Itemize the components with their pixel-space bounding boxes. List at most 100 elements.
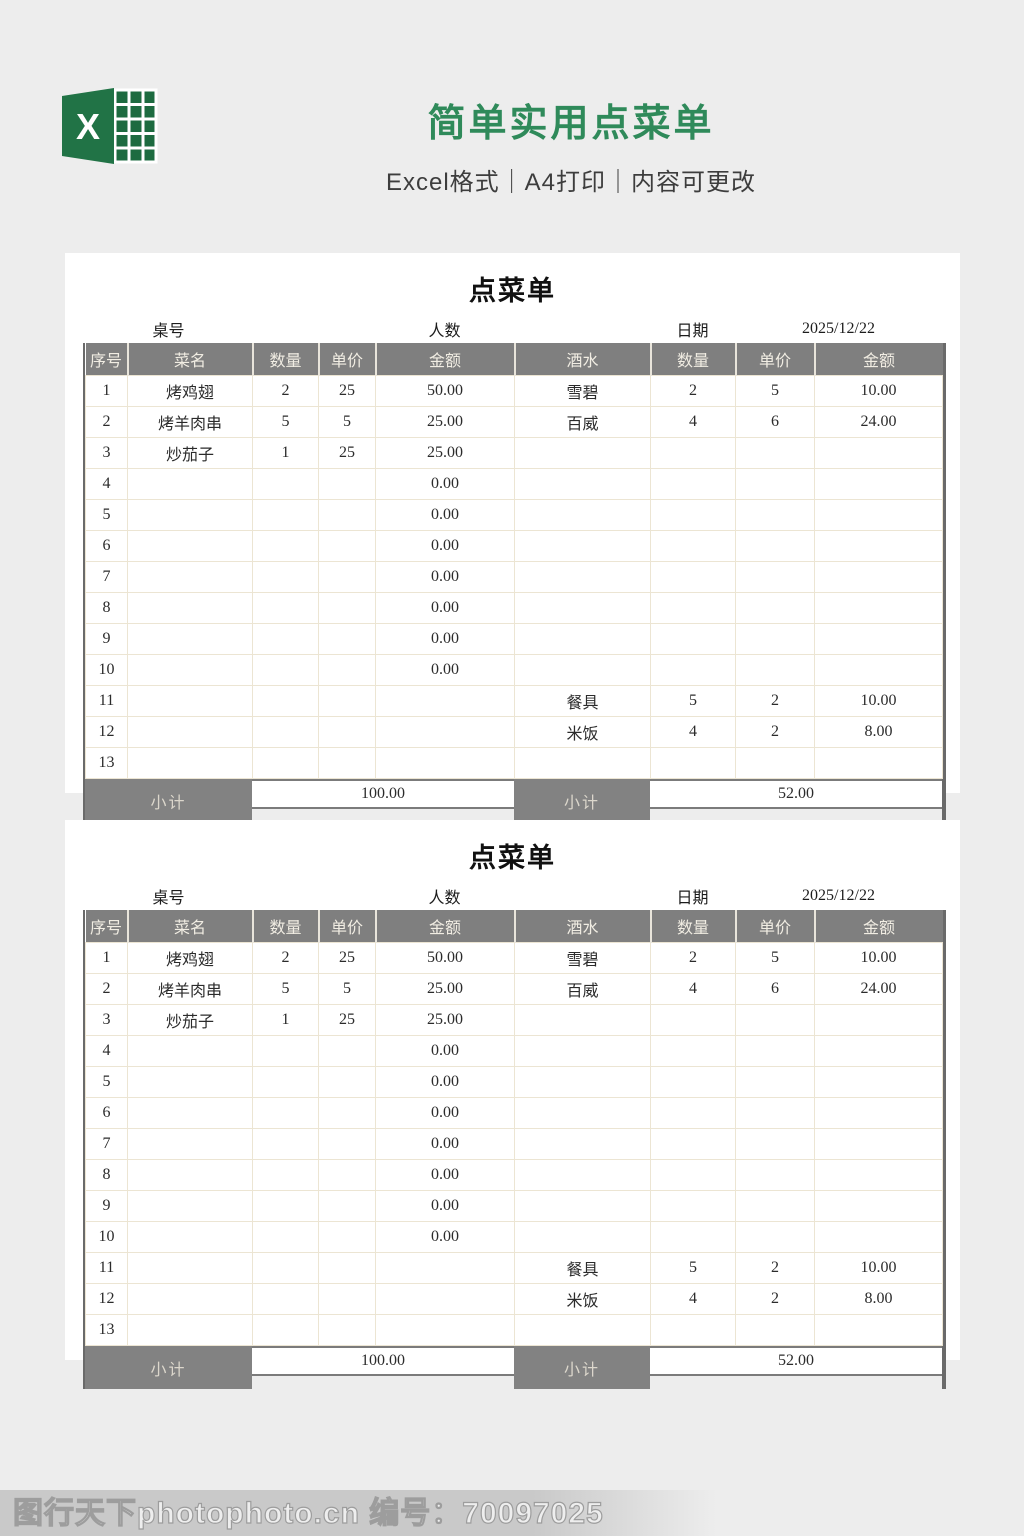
people-count-label: 人数 [428,890,461,907]
cell-amount: 50.00 [375,375,515,407]
date-value: 2025/12/22 [802,320,875,337]
cell-dish: 烤鸡翅 [127,942,253,974]
table-row: 9 0.00 [85,1190,943,1222]
cell-drink-price: 2 [735,685,815,717]
table-row: 5 0.00 [85,1066,943,1098]
date-label: 日期 [676,890,709,907]
col-header-qty: 数量 [251,343,319,376]
cell-drink-price [735,1128,815,1160]
cell-serial: 10 [85,654,128,686]
cell-amount [375,685,515,717]
cell-amount: 0.00 [375,1035,515,1067]
cell-drink: 餐具 [514,685,651,717]
cell-drink-amount [814,1066,943,1098]
cell-dish [127,1097,253,1129]
date-value: 2025/12/22 [802,887,875,904]
cell-price [318,530,376,562]
cell-drink [514,1221,651,1253]
cell-dish [127,468,253,500]
col-header-drink-amount: 金额 [813,910,943,943]
cell-drink-amount [814,530,943,562]
table-row: 5 0.00 [85,499,943,531]
cell-qty [252,1159,319,1191]
cell-drink-qty [650,592,736,624]
cell-drink-qty: 4 [650,973,736,1005]
cell-price [318,468,376,500]
cell-qty: 1 [252,1004,319,1036]
cell-drink [514,1190,651,1222]
col-header-drink-price: 单价 [734,343,815,376]
cell-drink [514,530,651,562]
cell-qty [252,1035,319,1067]
cell-dish: 烤羊肉串 [127,973,253,1005]
cell-drink: 百威 [514,973,651,1005]
cell-drink: 雪碧 [514,942,651,974]
cell-price [318,1159,376,1191]
cell-serial: 6 [85,1097,128,1129]
cell-drink-price [735,1190,815,1222]
cell-drink-qty [650,561,736,593]
cell-dish: 烤鸡翅 [127,375,253,407]
cell-drink-amount: 10.00 [814,1252,943,1284]
cell-dish [127,1283,253,1315]
cell-drink [514,1314,651,1346]
cell-dish [127,747,253,779]
cell-drink-amount: 24.00 [814,973,943,1005]
cell-drink-amount [814,1314,943,1346]
cell-serial: 8 [85,1159,128,1191]
cell-serial: 1 [85,942,128,974]
cell-qty [252,499,319,531]
cell-drink-qty: 5 [650,1252,736,1284]
cell-price: 25 [318,942,376,974]
cell-drink-amount [814,468,943,500]
table-row: 1 烤鸡翅 2 25 50.00 雪碧 2 5 10.00 [85,375,943,407]
cell-drink-price [735,1314,815,1346]
cell-serial: 3 [85,437,128,469]
cell-drink-price: 6 [735,973,815,1005]
cell-drink [514,1097,651,1129]
cell-drink [514,468,651,500]
col-header-drink: 酒水 [513,910,651,943]
cell-drink-price [735,1066,815,1098]
cell-drink-price: 2 [735,716,815,748]
cell-dish [127,1035,253,1067]
cell-drink-qty: 4 [650,716,736,748]
cell-drink-qty [650,747,736,779]
cell-drink-amount: 8.00 [814,716,943,748]
form-info-row: 桌号 人数 日期 2025/12/22 [85,315,942,343]
order-table: 序号 菜名 数量 单价 金额 酒水 数量 单价 金额 1 烤鸡翅 2 25 50.00 雪… [83,910,946,1389]
cell-serial: 1 [85,375,128,407]
cell-amount: 0.00 [375,654,515,686]
cell-price [318,1035,376,1067]
cell-drink-price [735,592,815,624]
cell-serial: 2 [85,406,128,438]
subtotal-label-drink: 小计 [514,779,650,822]
col-header-price: 单价 [317,343,376,376]
cell-drink-qty [650,654,736,686]
watermark-bar: 图行天下photophoto.cn 编号：70097025 [0,1490,1024,1536]
cell-dish: 炒茄子 [127,437,253,469]
table-row: 4 0.00 [85,468,943,500]
cell-drink-price: 5 [735,375,815,407]
cell-qty [252,1252,319,1284]
cell-serial: 10 [85,1221,128,1253]
people-count-label: 人数 [428,323,461,340]
cell-dish [127,592,253,624]
cell-drink-qty [650,1221,736,1253]
cell-serial: 2 [85,973,128,1005]
col-header-qty: 数量 [251,910,319,943]
cell-price [318,1252,376,1284]
cell-dish [127,654,253,686]
cell-serial: 9 [85,623,128,655]
cell-drink [514,1004,651,1036]
cell-price: 25 [318,437,376,469]
table-number-label: 桌号 [152,890,185,907]
subtotal-row: 小计 100.00 小计 52.00 [85,779,942,822]
col-header-amount: 金额 [374,343,515,376]
cell-price [318,1314,376,1346]
table-row: 10 0.00 [85,654,943,686]
cell-amount [375,1314,515,1346]
cell-dish: 烤羊肉串 [127,406,253,438]
cell-price [318,561,376,593]
form-info-row: 桌号 人数 日期 2025/12/22 [85,882,942,910]
